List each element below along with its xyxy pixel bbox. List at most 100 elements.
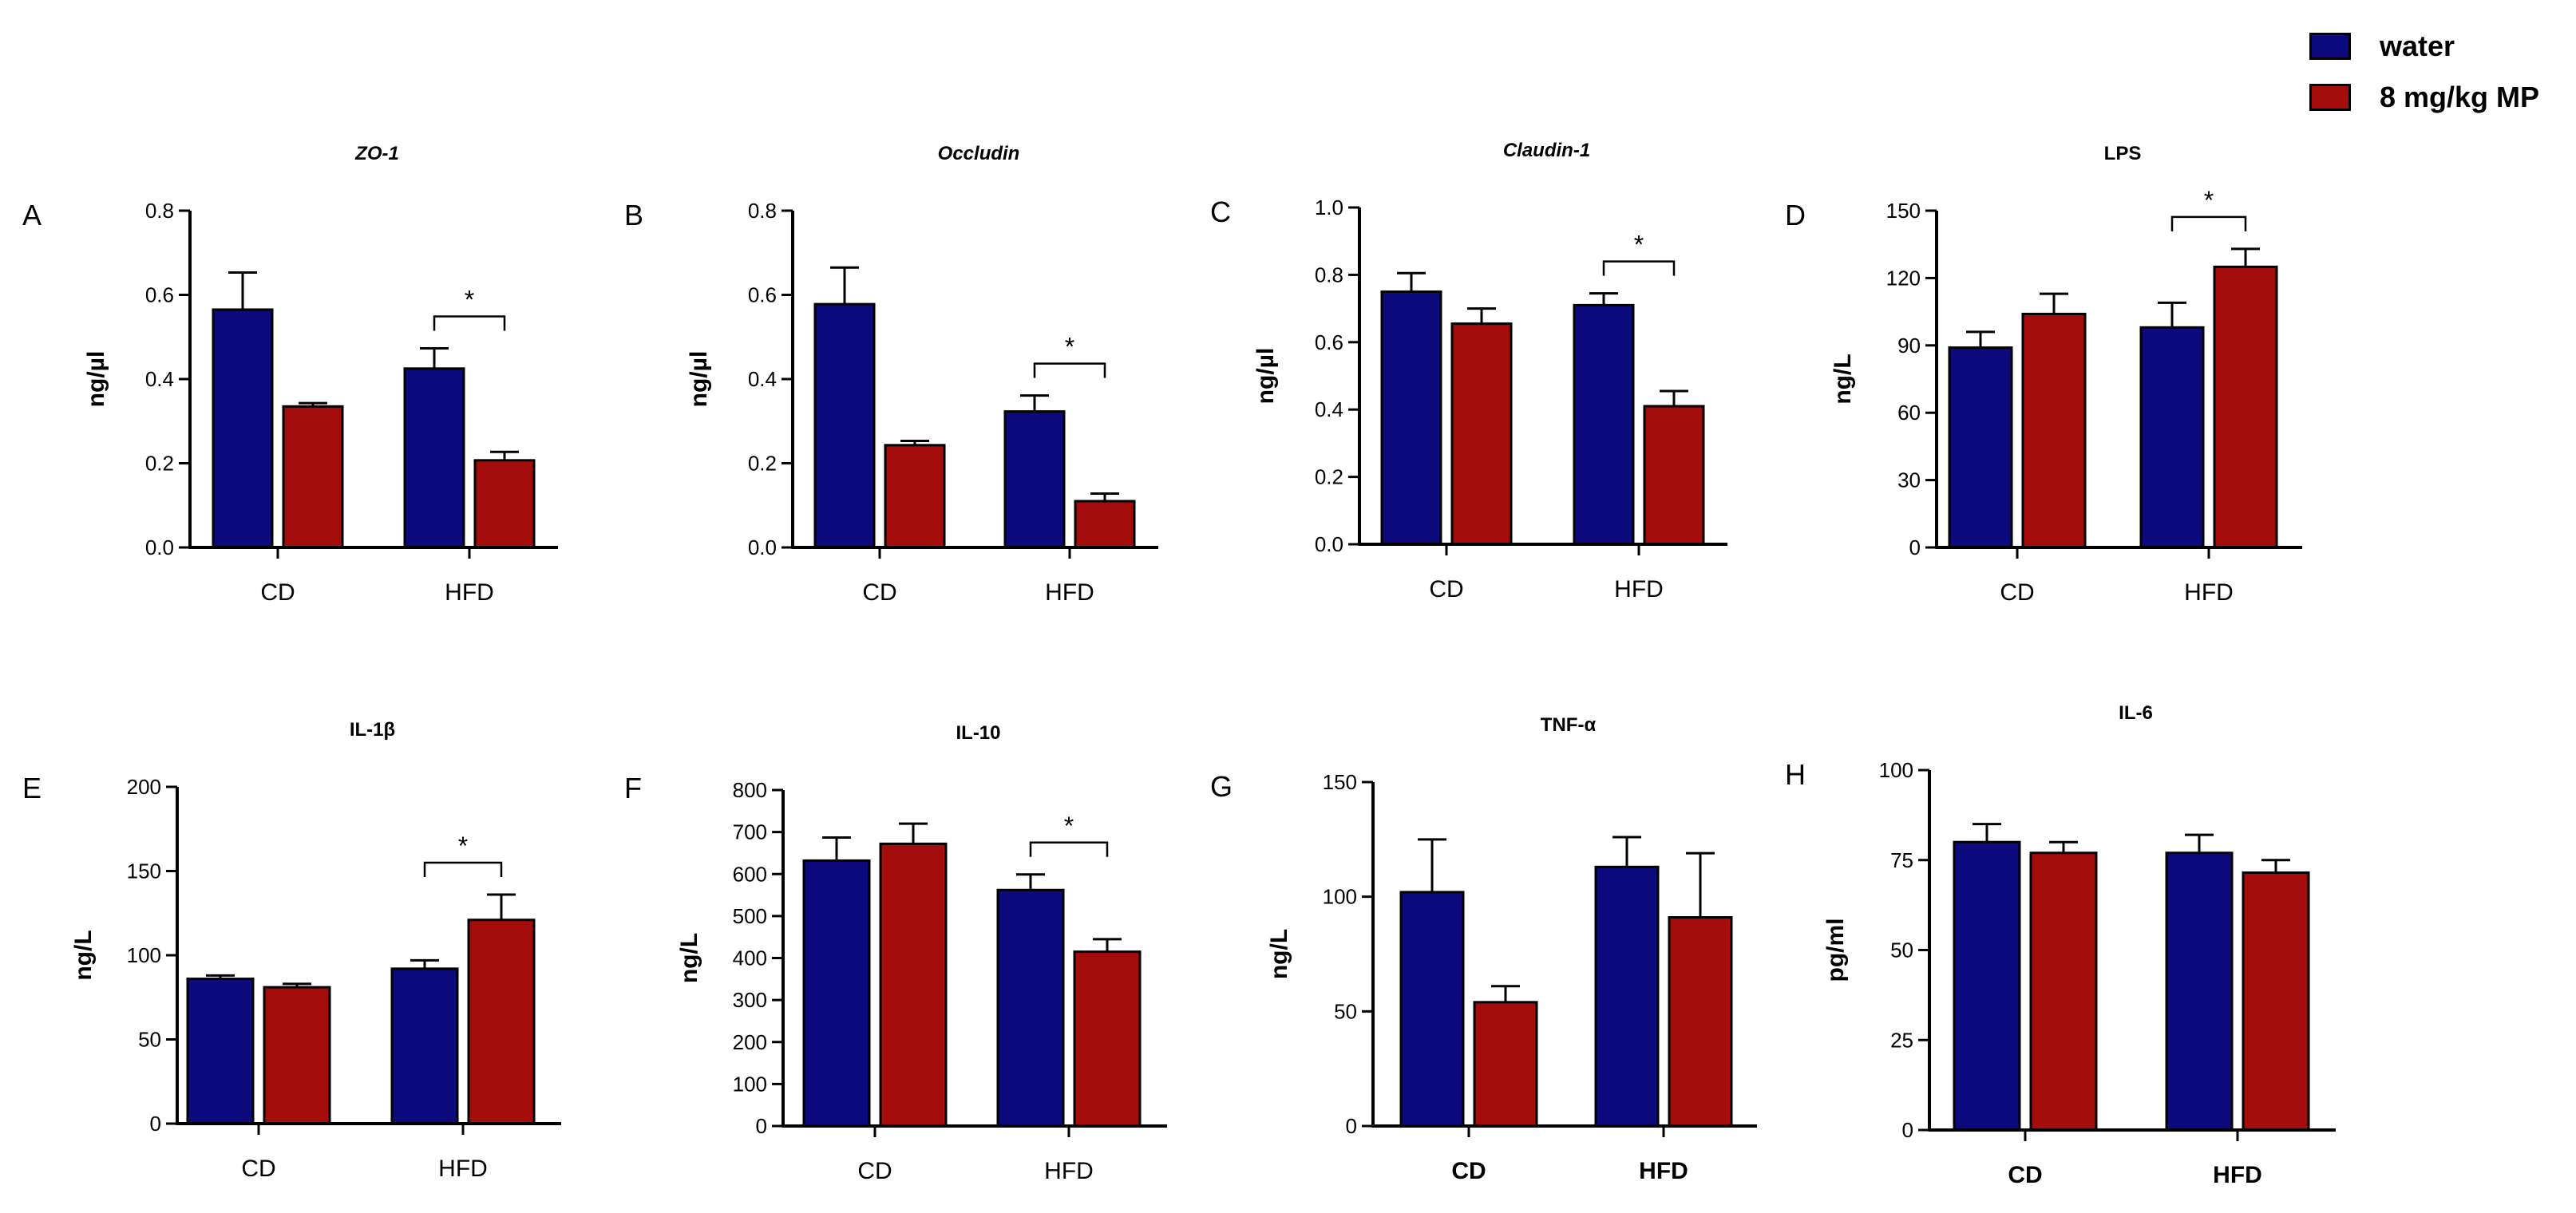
significance-bracket bbox=[423, 861, 503, 878]
y-tick-label: 700 bbox=[733, 820, 767, 844]
y-axis-label: pg/ml bbox=[1822, 919, 1849, 982]
legend-item-mp: 8 mg/kg MP bbox=[2309, 72, 2539, 123]
legend-label-mp: 8 mg/kg MP bbox=[2380, 81, 2540, 113]
panel-letter: A bbox=[22, 199, 42, 231]
y-axis-label: ng/µl bbox=[686, 351, 712, 408]
y-axis-label: ng/L bbox=[1266, 929, 1292, 979]
x-tick-label-cd: CD bbox=[1429, 576, 1463, 603]
bar-water-cd bbox=[212, 308, 274, 549]
x-tick-label-cd: CD bbox=[1451, 1158, 1486, 1184]
panel-a: A ZO-1 ng/µl 0.0 0.2 0.4 0.6 0.8 CD HFD * bbox=[22, 143, 558, 606]
panel-letter: C bbox=[1210, 196, 1231, 228]
y-tick-label: 0.4 bbox=[1315, 397, 1343, 421]
x-tick-label-hfd: HFD bbox=[1614, 576, 1664, 603]
bar-mp-hfd bbox=[2213, 265, 2278, 549]
panel-g: G TNF-α ng/L 0 50 100 150 CD HFD bbox=[1210, 714, 1757, 1184]
bar-water-cd bbox=[1380, 290, 1442, 546]
y-tick-label: 60 bbox=[1897, 401, 1921, 425]
panel-h: H IL-6 pg/ml 0 25 50 75 100 CD HFD bbox=[1785, 702, 2336, 1188]
x-tick-label-hfd: HFD bbox=[1044, 1158, 1094, 1184]
x-tick-label-hfd: HFD bbox=[2184, 579, 2234, 606]
significance-star: * bbox=[1065, 333, 1074, 362]
y-tick-label: 0 bbox=[150, 1112, 161, 1136]
y-tick-label: 0.6 bbox=[748, 283, 777, 307]
chart-title: Claudin-1 bbox=[1503, 140, 1590, 161]
y-tick-label: 100 bbox=[127, 943, 161, 967]
bar-water-hfd bbox=[1573, 303, 1635, 546]
y-tick-label: 50 bbox=[1334, 999, 1357, 1023]
significance-star: * bbox=[2204, 186, 2214, 215]
y-tick-label: 0 bbox=[756, 1114, 767, 1138]
bar-water-hfd bbox=[1003, 410, 1066, 549]
y-tick-label: 100 bbox=[733, 1072, 767, 1096]
panel-b: B Occludin ng/µl 0.0 0.2 0.4 0.6 0.8 CD HFD * bbox=[624, 143, 1158, 606]
panel-letter: D bbox=[1785, 199, 1806, 231]
bar-water-hfd bbox=[1594, 865, 1660, 1128]
y-tick-label: 0.2 bbox=[1315, 465, 1343, 489]
bar-water-hfd bbox=[403, 367, 465, 549]
y-tick-label: 1.0 bbox=[1315, 196, 1343, 219]
y-tick-label: 200 bbox=[127, 775, 161, 799]
x-tick-label-hfd: HFD bbox=[1639, 1158, 1688, 1184]
y-axis-label: ng/L bbox=[676, 933, 702, 983]
y-tick-label: 600 bbox=[733, 862, 767, 886]
bar-mp-cd bbox=[884, 444, 946, 549]
y-tick-label: 0.0 bbox=[748, 535, 777, 559]
y-tick-label: 0.2 bbox=[145, 452, 174, 476]
y-tick-label: 300 bbox=[733, 988, 767, 1012]
x-tick-label-cd: CD bbox=[260, 579, 295, 606]
legend-label-water: water bbox=[2380, 30, 2455, 62]
panel-letter: B bbox=[624, 199, 643, 231]
panel-letter: G bbox=[1210, 770, 1233, 803]
panel-letter: E bbox=[22, 772, 42, 804]
y-tick-label: 120 bbox=[1886, 266, 1921, 290]
y-tick-label: 0.2 bbox=[748, 452, 777, 476]
significance-bracket bbox=[1033, 362, 1106, 378]
bar-water-cd bbox=[1953, 840, 2021, 1132]
significance-bracket bbox=[1029, 841, 1109, 857]
legend-swatch-mp bbox=[2309, 84, 2351, 111]
y-tick-label: 0.6 bbox=[1315, 330, 1343, 354]
bar-mp-cd bbox=[1473, 1001, 1538, 1128]
panel-letter: F bbox=[624, 772, 642, 804]
significance-star: * bbox=[1064, 812, 1074, 840]
y-axis-label: ng/µl bbox=[83, 351, 109, 408]
y-tick-label: 150 bbox=[127, 859, 161, 883]
significance-bracket bbox=[1602, 260, 1676, 276]
bar-water-hfd bbox=[2165, 851, 2234, 1132]
x-tick-label-hfd: HFD bbox=[445, 579, 494, 606]
bar-water-cd bbox=[1399, 891, 1465, 1128]
chart-title: IL-10 bbox=[956, 722, 1000, 744]
chart-title: IL-6 bbox=[2119, 702, 2153, 724]
bar-mp-cd bbox=[2029, 851, 2098, 1132]
legend-item-water: water bbox=[2309, 21, 2539, 72]
bar-mp-cd bbox=[263, 986, 331, 1125]
significance-star: * bbox=[465, 285, 474, 314]
x-tick-label-cd: CD bbox=[2008, 1162, 2042, 1188]
panel-c: C Claudin-1 ng/µl 0.0 0.2 0.4 0.6 0.8 1.0 CD HFD * bbox=[1210, 140, 1727, 603]
y-tick-label: 0 bbox=[1909, 535, 1921, 559]
bar-mp-hfd bbox=[473, 459, 536, 549]
chart-title: LPS bbox=[2104, 143, 2142, 164]
bar-mp-cd bbox=[282, 405, 344, 549]
x-tick-label-hfd: HFD bbox=[438, 1156, 488, 1182]
y-tick-label: 150 bbox=[1886, 199, 1921, 223]
y-tick-label: 100 bbox=[1879, 758, 1913, 782]
significance-star: * bbox=[458, 832, 468, 860]
y-axis-label: ng/µl bbox=[1252, 348, 1279, 405]
panel-d: D LPS ng/L 0 30 60 90 120 150 CD HFD * bbox=[1785, 143, 2302, 606]
x-tick-label-hfd: HFD bbox=[2213, 1162, 2262, 1188]
chart-title: IL-1β bbox=[350, 719, 395, 741]
bar-mp-cd bbox=[879, 842, 948, 1128]
x-tick-label-cd: CD bbox=[857, 1158, 892, 1184]
y-tick-label: 0.8 bbox=[748, 199, 777, 223]
y-tick-label: 100 bbox=[1323, 885, 1357, 909]
y-tick-label: 800 bbox=[733, 778, 767, 802]
y-tick-label: 0.8 bbox=[145, 199, 174, 223]
y-tick-label: 75 bbox=[1890, 848, 1913, 872]
y-tick-label: 0.4 bbox=[748, 367, 777, 391]
y-tick-label: 200 bbox=[733, 1030, 767, 1054]
bar-water-hfd bbox=[996, 888, 1065, 1128]
legend: water 8 mg/kg MP bbox=[2309, 21, 2539, 123]
